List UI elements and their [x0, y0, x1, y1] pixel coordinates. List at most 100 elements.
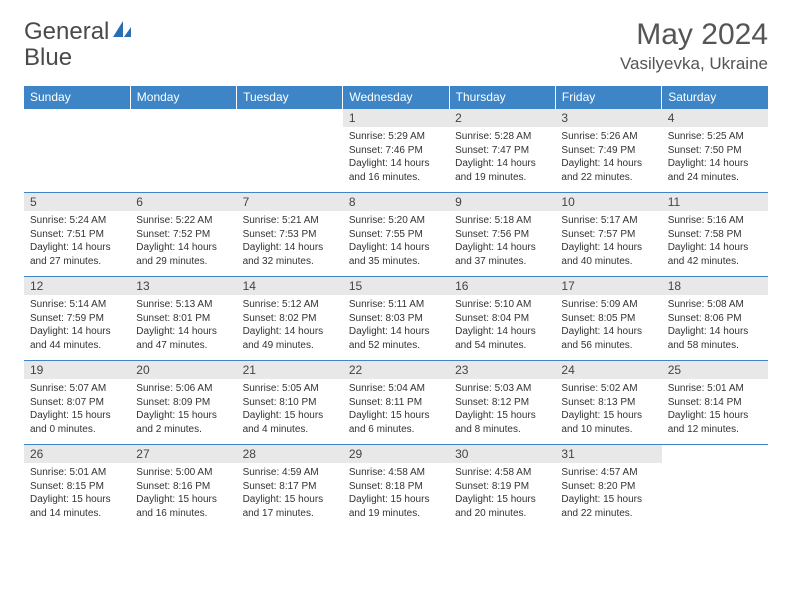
calendar-day-cell: 19Sunrise: 5:07 AMSunset: 8:07 PMDayligh… — [24, 361, 130, 445]
day-header: Sunday — [24, 86, 130, 109]
title-block: May 2024 Vasilyevka, Ukraine — [620, 18, 768, 74]
day-number: 7 — [237, 193, 343, 211]
calendar-day-cell: 16Sunrise: 5:10 AMSunset: 8:04 PMDayligh… — [449, 277, 555, 361]
day-number: 6 — [130, 193, 236, 211]
calendar-day-cell: 11Sunrise: 5:16 AMSunset: 7:58 PMDayligh… — [662, 193, 768, 277]
day-number: 27 — [130, 445, 236, 463]
day-details: Sunrise: 4:58 AMSunset: 8:18 PMDaylight:… — [343, 463, 449, 524]
calendar-day-cell: 27Sunrise: 5:00 AMSunset: 8:16 PMDayligh… — [130, 445, 236, 529]
day-number: 13 — [130, 277, 236, 295]
calendar-day-cell: 30Sunrise: 4:58 AMSunset: 8:19 PMDayligh… — [449, 445, 555, 529]
day-number: 14 — [237, 277, 343, 295]
calendar-day-cell: 24Sunrise: 5:02 AMSunset: 8:13 PMDayligh… — [555, 361, 661, 445]
calendar-day-cell: 3Sunrise: 5:26 AMSunset: 7:49 PMDaylight… — [555, 109, 661, 193]
day-number: 30 — [449, 445, 555, 463]
calendar-day-cell: 20Sunrise: 5:06 AMSunset: 8:09 PMDayligh… — [130, 361, 236, 445]
day-number: 9 — [449, 193, 555, 211]
calendar-day-cell: 13Sunrise: 5:13 AMSunset: 8:01 PMDayligh… — [130, 277, 236, 361]
day-header: Saturday — [662, 86, 768, 109]
day-number: 19 — [24, 361, 130, 379]
day-number: 24 — [555, 361, 661, 379]
calendar-day-cell: 12Sunrise: 5:14 AMSunset: 7:59 PMDayligh… — [24, 277, 130, 361]
day-number: 20 — [130, 361, 236, 379]
day-number: 16 — [449, 277, 555, 295]
day-number: 15 — [343, 277, 449, 295]
day-number: 8 — [343, 193, 449, 211]
day-details: Sunrise: 5:26 AMSunset: 7:49 PMDaylight:… — [555, 127, 661, 188]
day-details: Sunrise: 5:09 AMSunset: 8:05 PMDaylight:… — [555, 295, 661, 356]
calendar-day-cell: .. — [24, 109, 130, 193]
day-header: Wednesday — [343, 86, 449, 109]
calendar-day-cell: 8Sunrise: 5:20 AMSunset: 7:55 PMDaylight… — [343, 193, 449, 277]
day-details: Sunrise: 4:57 AMSunset: 8:20 PMDaylight:… — [555, 463, 661, 524]
calendar-week-row: 12Sunrise: 5:14 AMSunset: 7:59 PMDayligh… — [24, 277, 768, 361]
day-number: 28 — [237, 445, 343, 463]
calendar-week-row: ......1Sunrise: 5:29 AMSunset: 7:46 PMDa… — [24, 109, 768, 193]
calendar-day-cell: 25Sunrise: 5:01 AMSunset: 8:14 PMDayligh… — [662, 361, 768, 445]
calendar-day-cell: 22Sunrise: 5:04 AMSunset: 8:11 PMDayligh… — [343, 361, 449, 445]
logo-text-2: Blue — [24, 44, 72, 72]
calendar-day-cell: 2Sunrise: 5:28 AMSunset: 7:47 PMDaylight… — [449, 109, 555, 193]
calendar-body: ......1Sunrise: 5:29 AMSunset: 7:46 PMDa… — [24, 109, 768, 529]
day-number: 12 — [24, 277, 130, 295]
day-number: 1 — [343, 109, 449, 127]
calendar-day-cell: 29Sunrise: 4:58 AMSunset: 8:18 PMDayligh… — [343, 445, 449, 529]
day-details: Sunrise: 5:06 AMSunset: 8:09 PMDaylight:… — [130, 379, 236, 440]
month-title: May 2024 — [620, 18, 768, 52]
day-number: 3 — [555, 109, 661, 127]
day-number: 18 — [662, 277, 768, 295]
day-details: Sunrise: 4:58 AMSunset: 8:19 PMDaylight:… — [449, 463, 555, 524]
day-details: Sunrise: 5:03 AMSunset: 8:12 PMDaylight:… — [449, 379, 555, 440]
day-details: Sunrise: 5:20 AMSunset: 7:55 PMDaylight:… — [343, 211, 449, 272]
day-number: 22 — [343, 361, 449, 379]
calendar-day-cell: 28Sunrise: 4:59 AMSunset: 8:17 PMDayligh… — [237, 445, 343, 529]
logo: General — [24, 18, 135, 46]
day-details: Sunrise: 5:18 AMSunset: 7:56 PMDaylight:… — [449, 211, 555, 272]
day-header: Friday — [555, 86, 661, 109]
day-details: Sunrise: 5:01 AMSunset: 8:15 PMDaylight:… — [24, 463, 130, 524]
calendar-day-cell: 17Sunrise: 5:09 AMSunset: 8:05 PMDayligh… — [555, 277, 661, 361]
day-number: 5 — [24, 193, 130, 211]
day-details: Sunrise: 5:28 AMSunset: 7:47 PMDaylight:… — [449, 127, 555, 188]
day-details: Sunrise: 5:24 AMSunset: 7:51 PMDaylight:… — [24, 211, 130, 272]
calendar-day-cell: 21Sunrise: 5:05 AMSunset: 8:10 PMDayligh… — [237, 361, 343, 445]
calendar-day-cell: 4Sunrise: 5:25 AMSunset: 7:50 PMDaylight… — [662, 109, 768, 193]
calendar-day-cell: 1Sunrise: 5:29 AMSunset: 7:46 PMDaylight… — [343, 109, 449, 193]
day-details: Sunrise: 5:10 AMSunset: 8:04 PMDaylight:… — [449, 295, 555, 356]
day-number: 21 — [237, 361, 343, 379]
day-details: Sunrise: 5:16 AMSunset: 7:58 PMDaylight:… — [662, 211, 768, 272]
calendar-day-cell: 23Sunrise: 5:03 AMSunset: 8:12 PMDayligh… — [449, 361, 555, 445]
logo-sail-icon — [111, 19, 133, 46]
calendar-day-cell: 18Sunrise: 5:08 AMSunset: 8:06 PMDayligh… — [662, 277, 768, 361]
calendar-day-cell: .. — [130, 109, 236, 193]
calendar-day-cell: 31Sunrise: 4:57 AMSunset: 8:20 PMDayligh… — [555, 445, 661, 529]
day-header: Thursday — [449, 86, 555, 109]
calendar-day-cell: 10Sunrise: 5:17 AMSunset: 7:57 PMDayligh… — [555, 193, 661, 277]
day-details: Sunrise: 5:17 AMSunset: 7:57 PMDaylight:… — [555, 211, 661, 272]
calendar-day-cell: 9Sunrise: 5:18 AMSunset: 7:56 PMDaylight… — [449, 193, 555, 277]
day-number: 31 — [555, 445, 661, 463]
calendar-day-cell: 14Sunrise: 5:12 AMSunset: 8:02 PMDayligh… — [237, 277, 343, 361]
day-details: Sunrise: 5:08 AMSunset: 8:06 PMDaylight:… — [662, 295, 768, 356]
day-details: Sunrise: 5:05 AMSunset: 8:10 PMDaylight:… — [237, 379, 343, 440]
day-number: 4 — [662, 109, 768, 127]
day-number: 11 — [662, 193, 768, 211]
day-header: Monday — [130, 86, 236, 109]
day-number: 17 — [555, 277, 661, 295]
day-number: 25 — [662, 361, 768, 379]
page-header: General May 2024 Vasilyevka, Ukraine — [24, 18, 768, 74]
day-details: Sunrise: 5:12 AMSunset: 8:02 PMDaylight:… — [237, 295, 343, 356]
logo-text-1: General — [24, 18, 109, 46]
day-header-row: SundayMondayTuesdayWednesdayThursdayFrid… — [24, 86, 768, 109]
day-header: Tuesday — [237, 86, 343, 109]
calendar-week-row: 5Sunrise: 5:24 AMSunset: 7:51 PMDaylight… — [24, 193, 768, 277]
calendar-day-cell: 26Sunrise: 5:01 AMSunset: 8:15 PMDayligh… — [24, 445, 130, 529]
day-details: Sunrise: 5:00 AMSunset: 8:16 PMDaylight:… — [130, 463, 236, 524]
day-details: Sunrise: 5:02 AMSunset: 8:13 PMDaylight:… — [555, 379, 661, 440]
day-details: Sunrise: 5:11 AMSunset: 8:03 PMDaylight:… — [343, 295, 449, 356]
calendar-day-cell: 7Sunrise: 5:21 AMSunset: 7:53 PMDaylight… — [237, 193, 343, 277]
day-details: Sunrise: 5:07 AMSunset: 8:07 PMDaylight:… — [24, 379, 130, 440]
calendar-table: SundayMondayTuesdayWednesdayThursdayFrid… — [24, 86, 768, 529]
day-details: Sunrise: 5:29 AMSunset: 7:46 PMDaylight:… — [343, 127, 449, 188]
day-details: Sunrise: 5:13 AMSunset: 8:01 PMDaylight:… — [130, 295, 236, 356]
